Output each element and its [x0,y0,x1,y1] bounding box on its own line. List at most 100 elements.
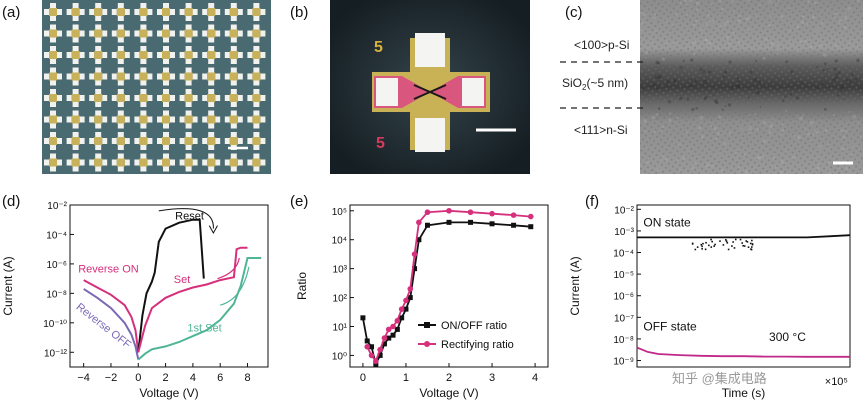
bottom-pad [415,118,445,152]
array-device [202,89,221,107]
array-device [134,24,153,43]
data-point [468,219,474,225]
array-device [247,132,266,150]
panel-a-label: (a) [2,4,21,21]
panel-d-label: (d) [2,193,21,210]
data-point [489,221,495,227]
array-device [224,67,243,86]
x-tick-label: 4 [532,372,538,384]
series-line-1st-set [137,257,262,361]
x-tick-label: 4 [190,372,196,384]
array-device [202,132,221,150]
noise-point [696,246,699,248]
watermark-text: 知乎 @集成电路 [672,371,767,386]
data-point [510,212,517,218]
noise-point [700,243,703,246]
data-point [373,358,379,365]
noise-point [751,239,753,242]
series-line-set [137,246,248,353]
array-device [89,153,108,172]
array-device [202,46,221,64]
panel-f-label: (f) [585,193,600,210]
array-device [157,110,175,129]
plot-frame [636,204,851,368]
annotation-off-state: OFF state [643,319,697,333]
data-point [390,332,396,338]
data-point [403,306,409,312]
array-device [44,3,62,21]
legend-label: Rectifying ratio [441,339,514,351]
annotation-reverse-on: Reverse ON [78,264,139,276]
noise-point [701,245,703,248]
x-tick-label: 2 [163,372,169,384]
noise-point [722,244,725,246]
array-device [247,67,266,86]
noise-point [694,248,697,251]
chart-f: 10⁻² 10⁻³ 10⁻⁴ 10⁻⁵ 10⁻⁶ 10⁻⁷ 10⁻⁸ 10⁻⁹ Time (s)… [568,204,851,400]
legend-marker [424,322,430,328]
mark-gold: 5 [374,39,383,56]
array-device [157,89,175,107]
array-device [157,24,175,43]
array-device [202,110,221,129]
array-device [179,110,198,129]
y-tick-label: 10⁻⁸ [613,335,634,346]
annotation-reverse-off: Reverse OFF [74,301,134,351]
single-device-image: 5 5 [330,0,530,174]
data-point [386,335,392,341]
array-device [202,3,221,21]
array-device [66,3,85,21]
y-tick-label: 10⁻⁶ [46,260,67,271]
annotation-temperature: 300 °C [769,330,806,344]
data-point [373,361,379,367]
y-tick-label: 10⁻⁷ [614,313,634,324]
noise-point [743,245,746,247]
x-axis-label: Voltage (V) [139,386,198,400]
legend-marker [424,341,430,347]
data-point [364,338,370,344]
data-point [446,219,452,225]
array-device [89,89,108,107]
array-device [224,89,243,107]
series-line-on-state [637,234,851,239]
y-tick-label: 10² [333,294,348,305]
array-device [157,67,175,86]
noise-point [741,242,744,244]
array-device [179,24,198,43]
tem-image [640,0,863,174]
noise-point [705,241,707,244]
data-point [399,315,405,321]
data-point [528,224,534,230]
data-point [416,237,422,243]
y-tick-label: 10⁵ [332,207,347,218]
y-tick-label: 10⁻³ [614,227,634,238]
x-tick-label: 1 [403,372,409,384]
array-device [89,3,108,21]
array-device [66,24,85,43]
y-tick-label: 10⁰ [332,351,347,362]
array-device [44,132,62,150]
array-device [66,89,85,107]
array-device [224,24,243,43]
array-device [44,67,62,86]
annotation-reset: Reset [175,211,204,223]
panel-b-label: (b) [290,4,309,21]
mark-red: 5 [376,135,385,152]
noise-point [713,245,715,247]
array-device [89,132,108,150]
array-device [224,110,243,129]
y-tick-label: 10⁻¹² [44,348,68,359]
array-device [89,67,108,86]
array-device [134,67,153,86]
layer-mid-label: SiO2(~5 nm) [562,76,628,92]
gold-electrode-frame [372,38,490,150]
data-point [385,326,392,333]
noise-point [726,242,729,244]
noise-point [745,240,748,242]
noise-point [751,243,754,246]
y-tick-label: 10¹ [333,323,348,334]
x-tick-label: 8 [244,372,250,384]
x-axis-label: Time (s) [722,386,766,400]
chart-d: −4 −2 0 2 4 6 8 10⁻² 10⁻⁴ 10⁻⁶ 10⁻⁸ 10⁻¹⁰ 10⁻¹² Volta… [1,201,269,400]
reset-arrow [158,208,214,229]
